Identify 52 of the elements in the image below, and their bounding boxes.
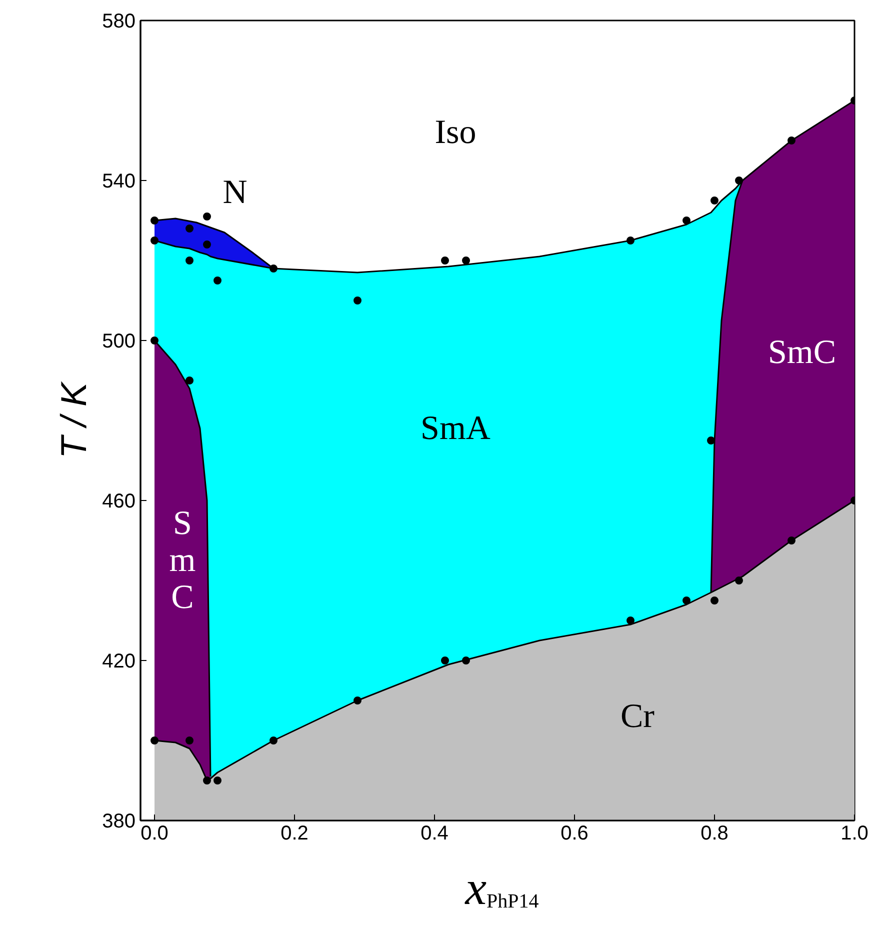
point xyxy=(214,776,222,784)
x-tick-label: 0.0 xyxy=(140,822,168,844)
point xyxy=(186,736,194,744)
x-tick-label: 0.6 xyxy=(560,822,588,844)
y-tick-label: 500 xyxy=(102,330,136,352)
point xyxy=(150,736,158,744)
point xyxy=(203,240,211,248)
point xyxy=(462,656,470,664)
point xyxy=(441,256,449,264)
annotation: S m C xyxy=(169,505,196,616)
point xyxy=(150,236,158,244)
point xyxy=(710,596,718,604)
y-tick-label: 460 xyxy=(102,490,136,512)
point xyxy=(354,696,362,704)
point xyxy=(626,616,634,624)
point xyxy=(203,212,211,220)
point xyxy=(354,296,362,304)
annotation: N xyxy=(222,174,248,211)
point xyxy=(788,136,796,144)
annotation: Iso xyxy=(434,114,476,151)
point xyxy=(150,216,158,224)
y-tick-label: 380 xyxy=(102,810,136,832)
annotation: Cr xyxy=(620,698,656,735)
point xyxy=(735,176,743,184)
annotation: SmA xyxy=(420,410,491,447)
point xyxy=(682,216,690,224)
point xyxy=(186,224,194,232)
point xyxy=(186,256,194,264)
x-axis-title: x$_{PhP14}$ xyxy=(465,862,539,915)
x-tick-label: 0.2 xyxy=(280,822,308,844)
point xyxy=(150,336,158,344)
y-tick-label: 420 xyxy=(102,650,136,672)
point xyxy=(626,236,634,244)
point xyxy=(707,436,715,444)
point xyxy=(270,264,278,272)
point xyxy=(735,576,743,584)
x-tick-label: 1.0 xyxy=(840,822,868,844)
x-tick-label: 0.4 xyxy=(420,822,448,844)
point xyxy=(214,276,222,284)
y-axis-title: T / K xyxy=(53,380,94,459)
point xyxy=(682,596,690,604)
point xyxy=(186,376,194,384)
point xyxy=(441,656,449,664)
point xyxy=(270,736,278,744)
point xyxy=(462,256,470,264)
y-tick-label: 540 xyxy=(102,170,136,192)
annotation: SmC xyxy=(768,334,836,371)
point xyxy=(710,196,718,204)
y-tick-label: 580 xyxy=(102,10,136,32)
point xyxy=(788,536,796,544)
x-tick-label: 0.8 xyxy=(700,822,728,844)
point xyxy=(203,776,211,784)
